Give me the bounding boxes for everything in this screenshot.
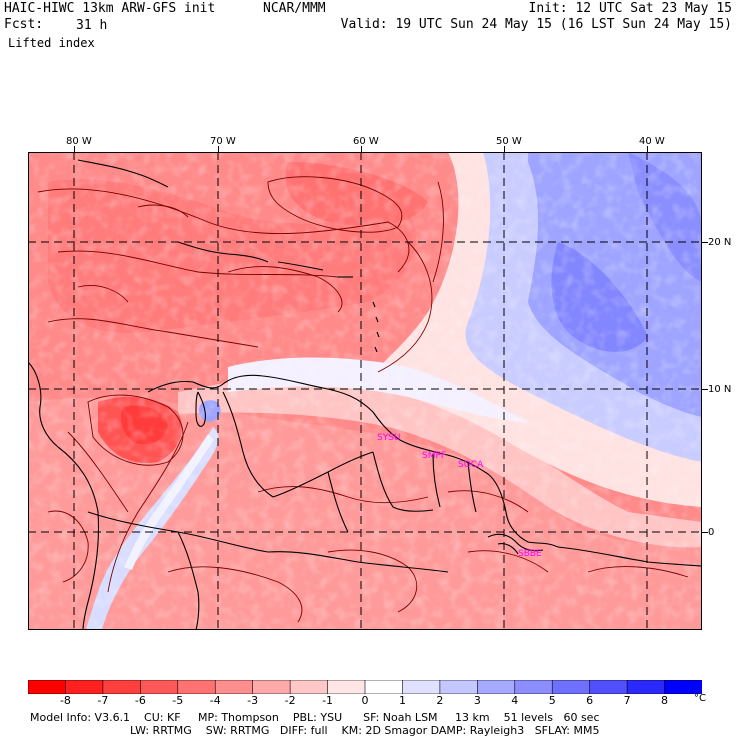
forecast-label: Fcst: — [4, 17, 44, 32]
lon-label-40w: 40 W — [639, 136, 665, 147]
tick-10n — [702, 389, 708, 390]
organization: NCAR/MMM — [263, 1, 326, 16]
coastlines — [28, 159, 702, 630]
model-info-line2: LW: RRTMG SW: RRTMG DIFF: full KM: 2D Sm… — [130, 724, 600, 737]
grid-lines — [28, 152, 702, 630]
forecast-hours: 31 h — [76, 18, 108, 33]
colorbar-label: 7 — [623, 694, 631, 707]
colorbar-label: -4 — [209, 694, 221, 707]
colorbar-swatch — [514, 680, 554, 694]
lifted-index-map: SYSU SMPF SOCA SBBE — [28, 152, 702, 630]
lat-label-20n: 20 N — [708, 237, 732, 248]
colorbar-swatch — [439, 680, 479, 694]
valid-time: Valid: 19 UTC Sun 24 May 15 (16 LST Sun … — [340, 17, 732, 32]
colorbar-label: -3 — [247, 694, 259, 707]
colorbar-swatch — [289, 680, 329, 694]
tick-40w — [647, 146, 648, 152]
colorbar-swatch — [402, 680, 441, 694]
colorbar-label: -8 — [59, 694, 71, 707]
tick-60w — [361, 146, 362, 152]
colorbar-unit: °C — [694, 693, 706, 704]
colorbar-swatch — [551, 680, 591, 694]
colorbar-label: 6 — [586, 694, 594, 707]
colorbar-swatch — [102, 680, 142, 694]
colorbar-swatch — [327, 680, 366, 694]
lat-label-10n: 10 N — [708, 384, 732, 395]
colorbar-swatch — [477, 680, 516, 694]
model-title: HAIC-HIWC 13km ARW-GFS init — [4, 1, 216, 16]
colorbar-swatch — [214, 680, 254, 694]
field-texture — [28, 152, 702, 630]
station-smpf: SMPF — [422, 451, 446, 461]
lon-label-70w: 70 W — [210, 136, 236, 147]
colorbar-label: 2 — [436, 694, 444, 707]
colorbar-label: -2 — [284, 694, 296, 707]
station-sbbe: SBBE — [518, 549, 542, 559]
lat-label-0: 0 — [708, 527, 715, 538]
colorbar-label: -7 — [97, 694, 109, 707]
colorbar-label: -1 — [322, 694, 334, 707]
colorbar-swatch — [140, 680, 179, 694]
tick-20n — [702, 242, 708, 243]
tick-0 — [702, 532, 708, 533]
colorbar-label: -5 — [172, 694, 184, 707]
map-panel: SYSU SMPF SOCA SBBE — [28, 152, 702, 630]
init-time: Init: 12 UTC Sat 23 May 15 — [528, 1, 733, 16]
tick-80w — [74, 146, 75, 152]
colorbar-label: 1 — [398, 694, 406, 707]
colorbar-swatch — [364, 680, 404, 694]
map-frame — [28, 152, 702, 630]
colorbar-swatch — [589, 680, 628, 694]
colorbar-label: 5 — [548, 694, 556, 707]
lon-label-50w: 50 W — [496, 136, 522, 147]
colorbar-label: 0 — [361, 694, 369, 707]
tick-70w — [218, 146, 219, 152]
colorbar-label: 4 — [511, 694, 519, 707]
tick-50w — [504, 146, 505, 152]
contour-lines — [37, 176, 689, 623]
model-info-line1: Model Info: V3.6.1 CU: KF MP: Thompson P… — [30, 711, 600, 724]
lon-label-60w: 60 W — [353, 136, 379, 147]
field-name: Lifted index — [8, 36, 95, 50]
station-labels: SYSU SMPF SOCA SBBE — [377, 433, 542, 559]
colorbar-label: 3 — [473, 694, 481, 707]
colorbar-swatch — [177, 680, 217, 694]
colorbar-label: 8 — [661, 694, 669, 707]
colorbar-swatch — [252, 680, 291, 694]
station-soca: SOCA — [458, 460, 484, 470]
colorbar — [28, 680, 702, 694]
colorbar-swatch — [65, 680, 104, 694]
lon-label-80w: 80 W — [66, 136, 92, 147]
colorbar-swatch — [28, 680, 67, 694]
colorbar-swatch — [664, 680, 702, 694]
colorbar-label: -6 — [134, 694, 146, 707]
station-sysu: SYSU — [377, 433, 401, 443]
colorbar-swatch — [626, 680, 666, 694]
